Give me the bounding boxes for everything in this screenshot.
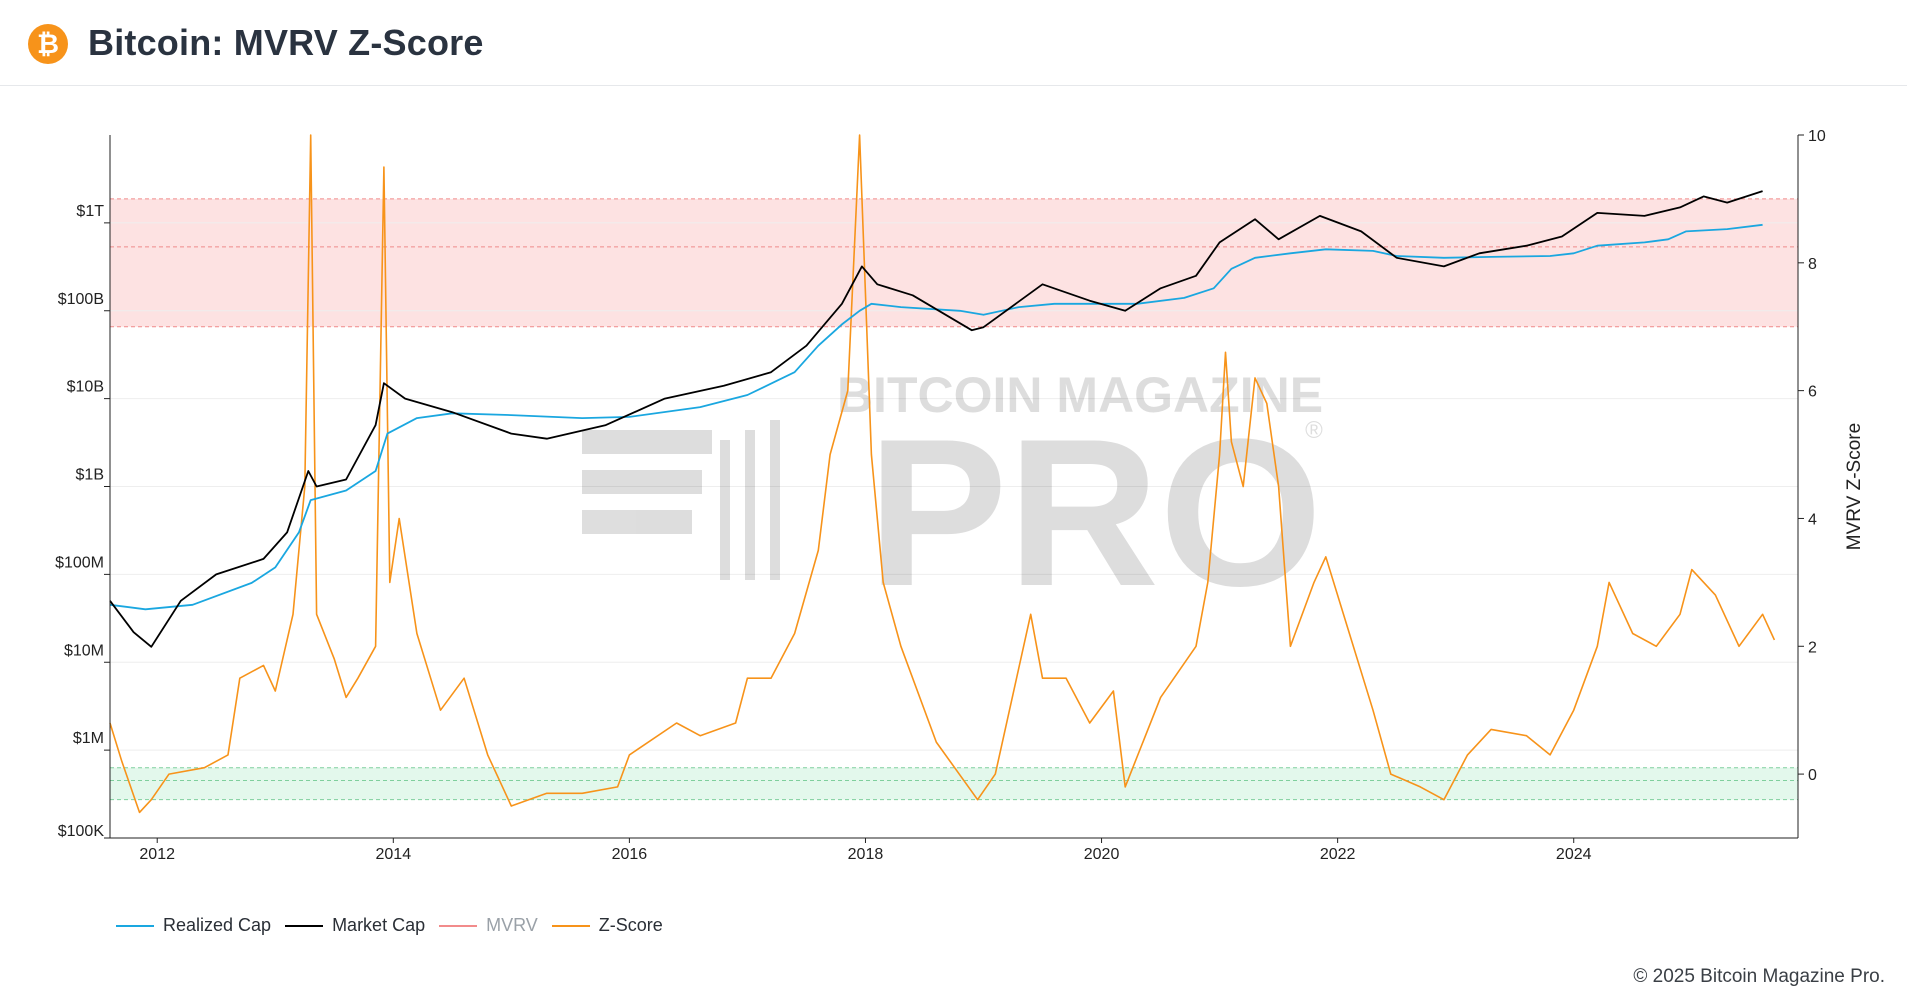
x-tick-label: 2014 bbox=[376, 846, 412, 863]
series-realized-cap bbox=[109, 223, 1763, 611]
y-right-axis-label: MVRV Z-Score bbox=[1844, 423, 1865, 550]
copyright-notice: © 2025 Bitcoin Magazine Pro. bbox=[1633, 966, 1885, 987]
y-left-tick-label: $100B bbox=[58, 291, 104, 308]
band-low bbox=[110, 767, 1798, 800]
legend-label: MVRV bbox=[486, 915, 538, 935]
legend-item-market-cap[interactable]: Market Cap bbox=[285, 915, 425, 936]
y-right-tick-label: 4 bbox=[1808, 511, 1817, 528]
y-right-tick-label: 8 bbox=[1808, 256, 1817, 273]
x-tick-label: 2022 bbox=[1320, 846, 1356, 863]
bitcoin-logo-icon: ₿ bbox=[28, 24, 68, 64]
chart-legend: Realized Cap Market Cap MVRV Z-Score bbox=[116, 915, 677, 936]
legend-label: Realized Cap bbox=[163, 915, 272, 935]
y-left-tick-label: $1B bbox=[76, 467, 104, 484]
y-left-tick-label: $100K bbox=[58, 823, 105, 840]
watermark-text-top: BITCOIN MAGAZINE bbox=[837, 367, 1323, 423]
y-right-tick-label: 2 bbox=[1808, 639, 1817, 656]
y-left-tick-label: $1M bbox=[73, 730, 104, 747]
y-right-tick-label: 0 bbox=[1808, 767, 1817, 784]
page-title: Bitcoin: MVRV Z-Score bbox=[88, 22, 484, 63]
legend-swatch bbox=[439, 924, 478, 927]
legend-item-z-score[interactable]: Z-Score bbox=[551, 915, 663, 936]
watermark: BITCOIN MAGAZINE PRO ® bbox=[582, 367, 1323, 630]
legend-label: Market Cap bbox=[332, 915, 426, 935]
x-tick-label: 2020 bbox=[1084, 846, 1120, 863]
legend-label: Z-Score bbox=[598, 915, 663, 935]
y-left-tick-label: $10B bbox=[67, 379, 104, 396]
series-z-score bbox=[109, 134, 1776, 814]
x-tick-label: 2018 bbox=[848, 846, 884, 863]
legend-swatch bbox=[285, 924, 324, 927]
y-left-tick-label: $1T bbox=[76, 203, 104, 220]
x-tick-label: 2024 bbox=[1556, 846, 1592, 863]
legend-swatch bbox=[116, 924, 154, 927]
series-market-cap bbox=[109, 190, 1763, 648]
legend-item-mvrv[interactable]: MVRV bbox=[439, 915, 538, 936]
band-high bbox=[110, 198, 1798, 327]
y-left-tick-label: $10M bbox=[64, 642, 104, 659]
y-right-tick-label: 6 bbox=[1808, 384, 1817, 401]
legend-item-realized-cap[interactable]: Realized Cap bbox=[116, 915, 271, 936]
x-tick-label: 2012 bbox=[139, 846, 175, 863]
x-tick-label: 2016 bbox=[612, 846, 648, 863]
page-header: ₿ Bitcoin: MVRV Z-Score bbox=[0, 0, 1907, 86]
legend-swatch bbox=[551, 924, 590, 927]
watermark-text-pro: PRO bbox=[867, 395, 1322, 630]
y-right-tick-label: 10 bbox=[1808, 128, 1826, 145]
watermark-registered-mark: ® bbox=[1305, 417, 1323, 444]
y-left-tick-label: $100M bbox=[55, 554, 104, 571]
watermark-stripes-icon bbox=[582, 420, 780, 580]
